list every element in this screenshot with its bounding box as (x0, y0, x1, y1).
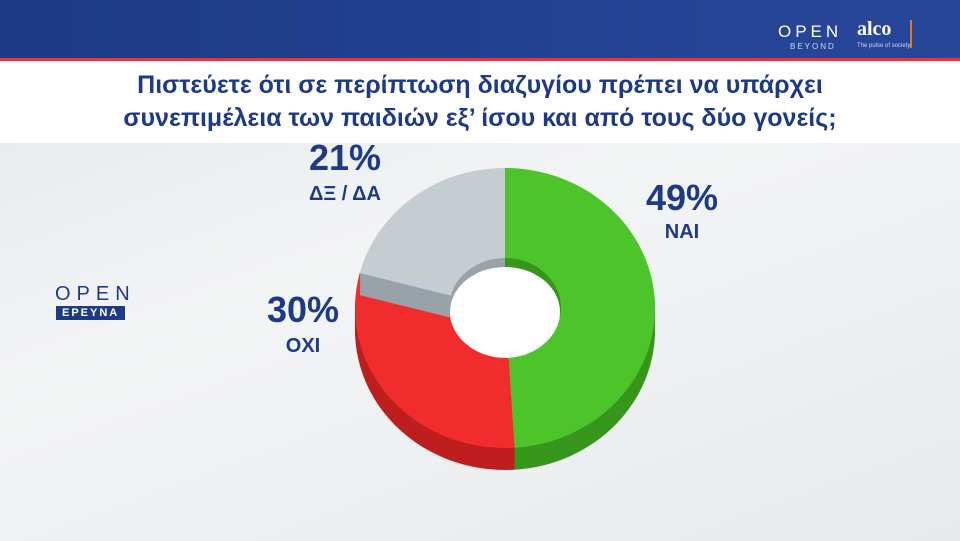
category-label: ΝΑΙ (665, 221, 699, 243)
slice (354, 273, 515, 471)
pollster-logo: alco (857, 18, 892, 40)
title-box: Πιστεύετε ότι σε περίπτωση διαζυγίου πρέ… (0, 61, 960, 143)
category-label: ΔΞ / ΔΑ (309, 183, 381, 205)
channel-sub: BEYOND (790, 42, 836, 51)
slice (505, 168, 656, 470)
channel-logo: OPEN (778, 22, 843, 41)
divider (910, 20, 912, 48)
value-label: 49% (646, 177, 718, 218)
header-bar: OPEN BEYOND alco The pulse of society (0, 0, 960, 61)
value-label: 21% (309, 137, 381, 178)
hole (450, 267, 560, 357)
category-label: ΟΧΙ (286, 335, 320, 357)
side-sub: ΕΡΕΥΝΑ (56, 306, 126, 320)
pollster-sub: The pulse of society (857, 43, 911, 49)
value-label: 30% (267, 289, 339, 330)
side-logo: OPEN (55, 283, 136, 305)
chart-title: Πιστεύετε ότι σε περίπτωση διαζυγίου πρέ… (123, 71, 837, 132)
slice-top (505, 168, 656, 448)
slice-top (355, 273, 515, 448)
slice-top (359, 168, 505, 296)
